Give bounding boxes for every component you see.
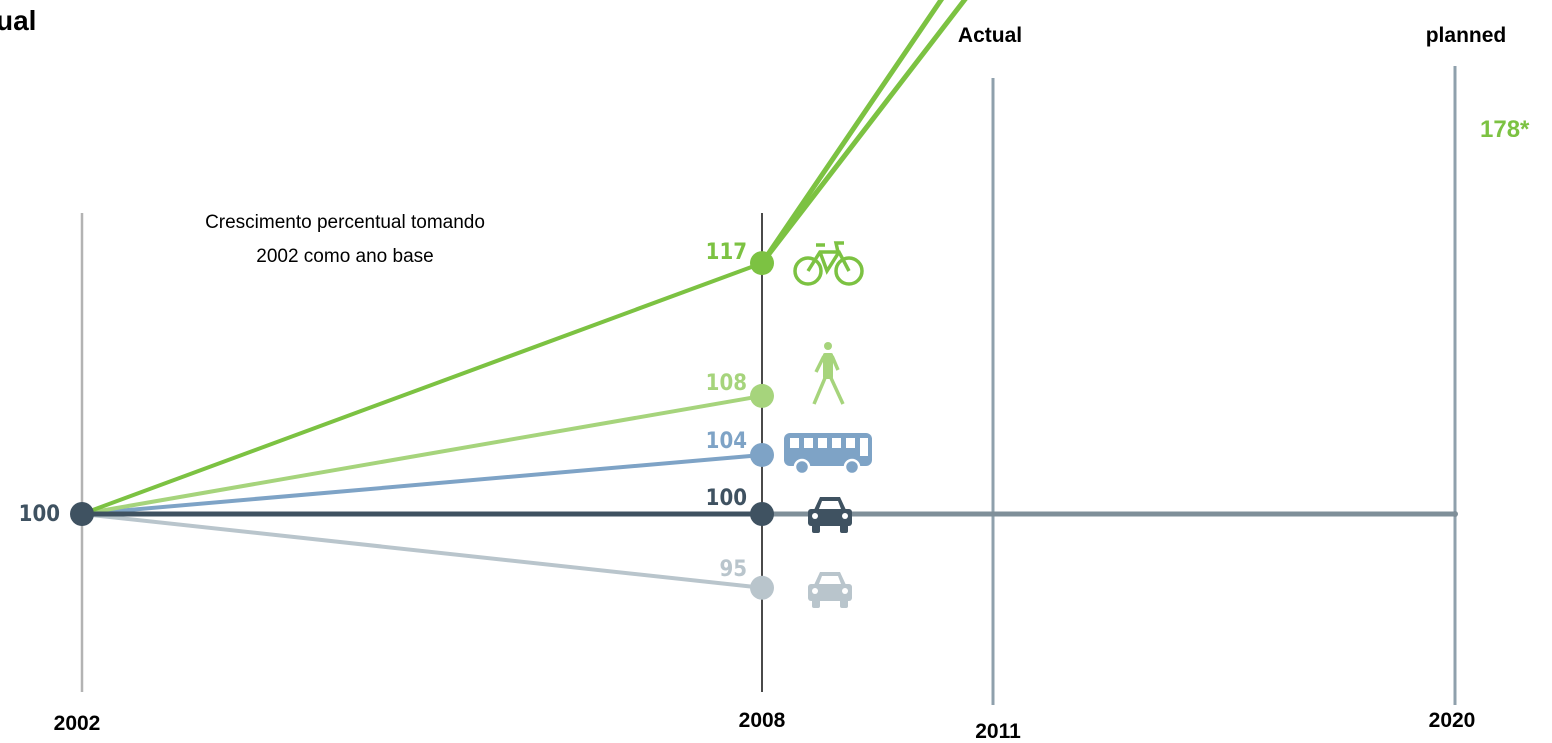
marker-car-icon-4 <box>750 575 774 600</box>
series-line-pedestrian-icon-1 <box>80 393 764 516</box>
marker-car-icon-3 <box>750 502 774 526</box>
series-line-bicycle-icon-0 <box>80 261 764 516</box>
car-icon <box>808 572 852 608</box>
actual-label: Actual <box>958 24 1022 47</box>
series-line-car-icon-4 <box>80 512 764 590</box>
projection-line-1 <box>759 0 968 266</box>
x-tick-2008: 2008 <box>739 709 786 732</box>
projection-lines <box>759 0 1458 517</box>
marker-bicycle-icon-0 <box>750 251 774 276</box>
start-value-label: 100 <box>19 502 60 527</box>
bus-icon <box>784 433 872 476</box>
chart-title: ual <box>0 5 36 36</box>
x-tick-2011: 2011 <box>975 720 1021 743</box>
planned-label: planned <box>1426 24 1507 47</box>
series-lines <box>79 261 765 590</box>
x-tick-2020: 2020 <box>1429 709 1476 732</box>
markers <box>70 251 1458 600</box>
value-label-178: 178* <box>1480 116 1530 143</box>
marker-pedestrian-icon-1 <box>750 383 774 408</box>
value-label-car: 100 <box>706 486 747 511</box>
car-icon <box>808 497 852 533</box>
value-label-bicycle: 117 <box>706 240 747 265</box>
projection-line-0 <box>759 0 945 266</box>
bicycle-icon <box>793 241 864 286</box>
value-label-bus: 104 <box>706 429 747 454</box>
value-label-pedestrian: 108 <box>706 371 747 396</box>
series-line-bus-icon-2 <box>80 452 764 516</box>
x-tick-2002: 2002 <box>54 712 101 735</box>
note-line-1: Crescimento percentual tomando <box>205 212 485 233</box>
marker-start-2002 <box>70 502 94 526</box>
note-line-2: 2002 como ano base <box>256 246 433 267</box>
value-label-car-2: 95 <box>719 557 747 582</box>
pedestrian-icon <box>812 342 845 405</box>
marker-2020-car <box>1452 511 1458 517</box>
marker-bus-icon-2 <box>750 442 774 467</box>
